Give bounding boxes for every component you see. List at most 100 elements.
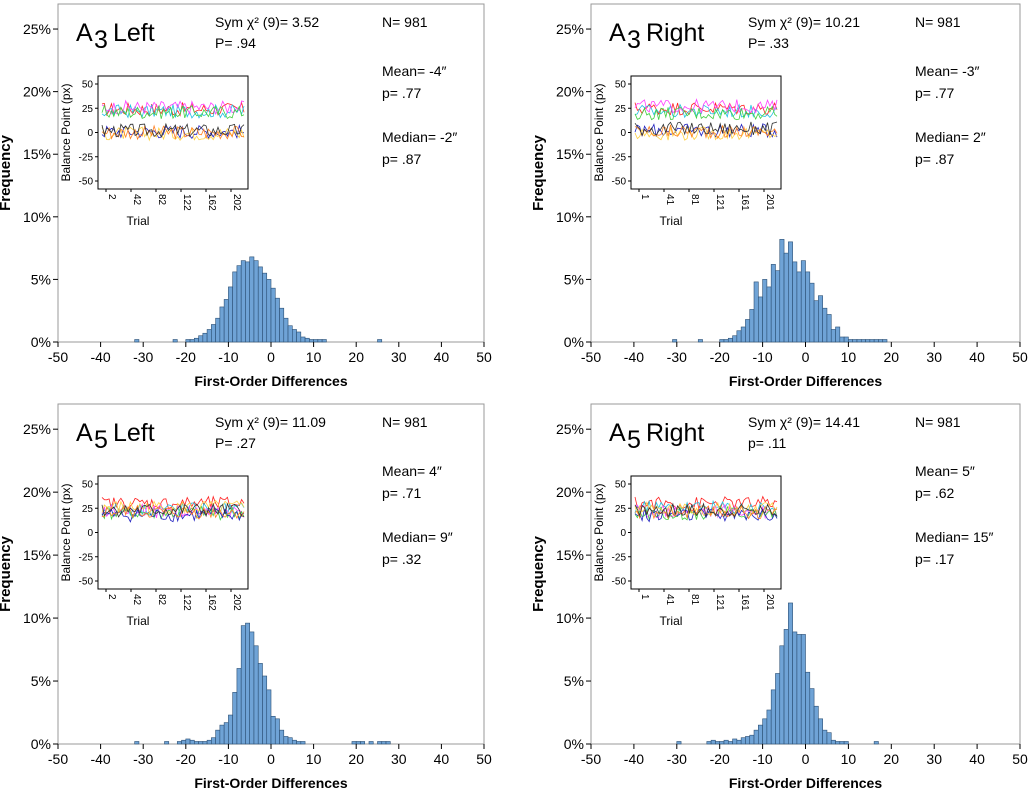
inset-x-axis-label: Trial bbox=[127, 614, 150, 628]
histogram-bar bbox=[296, 331, 302, 343]
histogram-bar bbox=[843, 336, 849, 343]
histogram-bar bbox=[206, 329, 212, 343]
x-tick-label: 20 bbox=[884, 349, 900, 365]
inset-y-axis-label: Balance Point (px) bbox=[59, 483, 73, 581]
histogram-bar bbox=[270, 287, 276, 343]
histogram-bar bbox=[809, 688, 815, 745]
inset-trace bbox=[101, 508, 245, 523]
y-tick-label: 10% bbox=[556, 209, 584, 225]
histogram-bar bbox=[236, 668, 242, 745]
x-tick-label: 50 bbox=[476, 349, 492, 365]
x-tick-label: -40 bbox=[624, 751, 644, 767]
inset-x-tick-label: 1 bbox=[639, 194, 650, 200]
histogram-bar bbox=[274, 718, 280, 745]
inset-trace bbox=[634, 121, 778, 137]
histogram-bar bbox=[206, 739, 212, 745]
histogram-bar bbox=[873, 339, 879, 343]
histogram-bar bbox=[249, 256, 255, 343]
y-tick-label: 15% bbox=[23, 547, 51, 563]
histogram-bar bbox=[309, 339, 314, 343]
x-tick-label: 40 bbox=[969, 349, 985, 365]
stat-mean-p: p= .71 bbox=[382, 485, 422, 501]
inset-y-tick-label: -25 bbox=[612, 552, 627, 563]
inset-x-tick-label: 161 bbox=[739, 194, 750, 211]
histogram-panel-4: 0%5%10%15%20%25%-50 -40 -30 -20 -10 0 10 20 30 40… bbox=[530, 403, 1028, 790]
x-tick-label: 0 bbox=[267, 751, 275, 767]
y-axis-label: Frequency bbox=[530, 134, 547, 211]
histogram-bar bbox=[758, 724, 763, 745]
x-tick-label: 0 bbox=[267, 349, 275, 365]
inset-x-tick-label: 201 bbox=[764, 594, 775, 611]
histogram-bar bbox=[826, 732, 832, 745]
inset-y-tick-label: -50 bbox=[612, 177, 627, 188]
stat-median-p: p= .17 bbox=[915, 551, 955, 567]
histogram-bar bbox=[321, 339, 327, 343]
histogram-bar bbox=[745, 319, 751, 343]
histogram-bar bbox=[749, 734, 755, 745]
x-tick-label: 50 bbox=[1012, 751, 1028, 767]
histogram-bar bbox=[266, 279, 272, 343]
histogram-bar bbox=[262, 675, 268, 745]
histogram-bar bbox=[740, 737, 746, 745]
inset-x-tick-label: 41 bbox=[664, 594, 675, 606]
stat-sym-chi: Sym χ² (9)= 11.09 bbox=[215, 414, 326, 430]
panel-title-subscript: 5 bbox=[94, 426, 108, 454]
stat-mean-p: p= .77 bbox=[382, 85, 422, 101]
stat-median: Median= 9″ bbox=[382, 529, 453, 545]
inset-x-axis-label: Trial bbox=[660, 214, 683, 228]
x-tick-label: -50 bbox=[48, 349, 68, 365]
histogram-bar bbox=[732, 335, 738, 343]
stat-mean-p: p= .77 bbox=[915, 85, 955, 101]
stat-median: Median= -2″ bbox=[382, 129, 457, 145]
histogram-bar bbox=[185, 339, 191, 343]
histogram-bar bbox=[304, 337, 310, 343]
histogram-bar bbox=[672, 339, 678, 343]
x-tick-label: -30 bbox=[667, 349, 687, 365]
stat-sym-chi: Sym χ² (9)= 14.41 bbox=[748, 414, 860, 430]
panel-title-letter: A bbox=[609, 19, 626, 47]
inset-y-tick-label: -50 bbox=[79, 577, 94, 588]
inset-trace bbox=[101, 502, 245, 518]
inset-x-tick-label: 81 bbox=[689, 194, 700, 206]
x-tick-label: -40 bbox=[90, 751, 110, 767]
inset-y-tick-label: -25 bbox=[79, 552, 94, 563]
histogram-bar bbox=[839, 741, 845, 745]
inset-x-tick-label: 161 bbox=[739, 594, 750, 611]
histogram-bar bbox=[727, 337, 733, 343]
histogram-bar bbox=[134, 741, 140, 745]
inset-trace bbox=[101, 499, 245, 515]
histogram-bar bbox=[792, 631, 798, 745]
histogram-bar bbox=[202, 332, 208, 343]
inset-trace bbox=[634, 105, 778, 121]
inset-chart: 50 25 0 -25 -50 2 42 82 122 162 202 Balance Point (… bbox=[59, 75, 249, 228]
x-tick-label: 30 bbox=[926, 751, 942, 767]
x-tick-label: 50 bbox=[1012, 349, 1028, 365]
inset-y-tick-label: -50 bbox=[612, 577, 627, 588]
panel-title-side: Left bbox=[113, 419, 155, 447]
stat-median-p: p= .87 bbox=[915, 151, 955, 167]
inset-trace bbox=[101, 99, 245, 116]
inset-y-tick-label: 25 bbox=[82, 104, 94, 115]
histogram-bar bbox=[245, 261, 251, 343]
histogram-bar bbox=[796, 634, 802, 745]
x-tick-label: -40 bbox=[624, 349, 644, 365]
histogram-bar bbox=[818, 718, 823, 745]
histogram-panel-3: 0%5%10%15%20%25%-50 -40 -30 -20 -10 0 10 20 30 40… bbox=[0, 403, 492, 790]
x-tick-label: -20 bbox=[710, 751, 730, 767]
histogram-bar bbox=[805, 671, 811, 745]
panel-title-side: Right bbox=[646, 419, 704, 447]
y-tick-label: 25% bbox=[23, 421, 51, 437]
stat-sym-p: p= .11 bbox=[748, 435, 786, 451]
stat-sym-p: P= .33 bbox=[748, 35, 789, 51]
histogram-bar bbox=[194, 741, 199, 745]
y-tick-label: 0% bbox=[564, 736, 584, 752]
histogram-bar bbox=[723, 739, 729, 745]
inset-trace bbox=[101, 122, 245, 138]
inset-y-tick-label: -50 bbox=[79, 177, 94, 188]
histogram-bar bbox=[736, 330, 742, 343]
panel-title-side: Right bbox=[646, 19, 704, 47]
histogram-bar bbox=[198, 335, 204, 343]
inset-y-tick-label: -25 bbox=[79, 152, 94, 163]
histogram-bar bbox=[758, 296, 763, 343]
stat-mean: Mean= 4″ bbox=[382, 463, 442, 479]
